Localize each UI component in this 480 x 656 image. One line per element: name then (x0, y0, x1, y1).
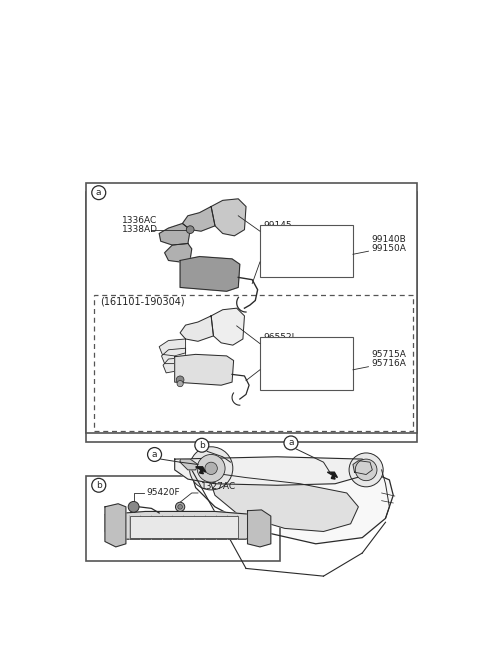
Circle shape (284, 436, 298, 450)
Polygon shape (248, 510, 271, 547)
Text: 1338AD: 1338AD (122, 225, 158, 234)
Polygon shape (180, 316, 214, 341)
Polygon shape (159, 339, 186, 356)
Polygon shape (175, 457, 370, 485)
Text: 95841: 95841 (263, 357, 292, 366)
Polygon shape (165, 243, 192, 262)
Text: a: a (152, 450, 157, 459)
Circle shape (190, 447, 233, 490)
Text: a: a (288, 438, 294, 447)
Polygon shape (176, 459, 393, 544)
Text: 99157: 99157 (263, 255, 292, 264)
Polygon shape (163, 358, 186, 373)
Circle shape (195, 438, 209, 452)
Text: 99155: 99155 (263, 230, 292, 239)
Text: 96552R: 96552R (263, 342, 298, 352)
Polygon shape (196, 467, 206, 474)
Polygon shape (105, 512, 260, 539)
Circle shape (147, 447, 162, 461)
Circle shape (92, 186, 106, 199)
Text: 1327AC: 1327AC (201, 482, 236, 491)
Text: 1336AC: 1336AC (122, 216, 157, 225)
Text: 99150A: 99150A (372, 244, 407, 253)
FancyBboxPatch shape (86, 192, 417, 442)
Text: 99147: 99147 (263, 245, 292, 255)
Text: a: a (96, 188, 101, 197)
Bar (260, 337, 353, 390)
Bar (86, 184, 417, 433)
Bar (86, 476, 280, 561)
Polygon shape (180, 256, 240, 291)
Circle shape (349, 453, 383, 487)
Circle shape (186, 226, 194, 234)
Text: b: b (96, 481, 102, 490)
Text: 99145: 99145 (263, 220, 292, 230)
Circle shape (197, 455, 225, 482)
Circle shape (176, 502, 185, 512)
Circle shape (128, 501, 139, 512)
Polygon shape (327, 472, 337, 479)
Polygon shape (211, 308, 244, 345)
Polygon shape (159, 224, 190, 245)
Text: 96552L: 96552L (263, 333, 297, 342)
Circle shape (177, 380, 183, 387)
Polygon shape (207, 472, 359, 531)
Circle shape (92, 478, 106, 492)
Polygon shape (182, 207, 215, 231)
Bar (94, 295, 413, 432)
Text: 95715A: 95715A (372, 350, 407, 359)
Circle shape (355, 459, 377, 481)
Circle shape (178, 504, 182, 509)
Bar (130, 516, 238, 538)
Polygon shape (211, 199, 246, 236)
Circle shape (176, 376, 184, 384)
Text: 95716A: 95716A (372, 359, 407, 368)
Text: b: b (199, 441, 204, 450)
Polygon shape (180, 459, 198, 470)
Text: 95842: 95842 (263, 366, 291, 375)
Text: 99140B: 99140B (372, 234, 406, 243)
Text: 95420F: 95420F (147, 489, 180, 497)
Polygon shape (353, 461, 372, 474)
Circle shape (205, 462, 217, 474)
Polygon shape (175, 354, 234, 385)
Text: (161101-190304): (161101-190304) (100, 297, 185, 306)
Polygon shape (105, 504, 126, 547)
Polygon shape (162, 348, 186, 363)
Bar (260, 225, 353, 277)
